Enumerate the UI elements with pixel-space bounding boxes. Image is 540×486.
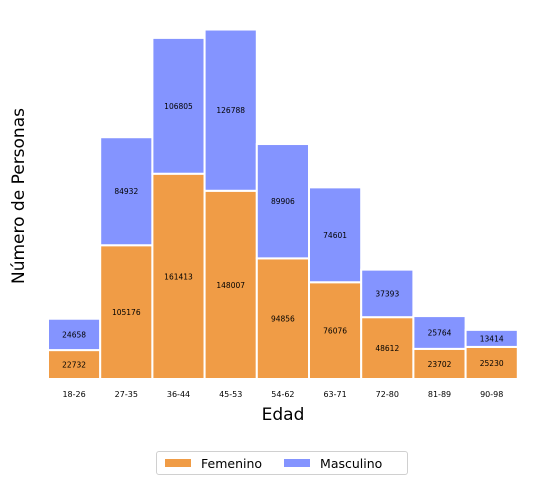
legend-label-femenino: Femenino	[201, 455, 263, 471]
bar-femenino-72-80	[360, 316, 415, 381]
bar-masculino-54-62	[255, 143, 310, 260]
data-label-masculino-45-53: 126788	[216, 106, 245, 115]
x-tick-label-36-44: 36-44	[167, 390, 190, 399]
bar-masculino-81-89	[412, 315, 467, 350]
bar-femenino-36-44	[151, 172, 206, 380]
bar-masculino-72-80	[360, 268, 415, 319]
bars-group: 22732 24658 105176 84932 161413 106805 148007 1…	[47, 28, 519, 381]
x-tick-label-54-62: 54-62	[271, 390, 294, 399]
legend: Femenino Masculino	[156, 451, 408, 475]
data-label-masculino-72-80: 37393	[375, 289, 399, 298]
legend-swatch-femenino	[165, 459, 191, 467]
legend-item-femenino: Femenino	[165, 456, 262, 471]
bar-masculino-18-26	[47, 317, 102, 352]
bar-femenino-18-26	[47, 349, 102, 380]
legend-item-masculino: Masculino	[284, 456, 382, 471]
data-label-masculino-81-89: 25764	[428, 328, 452, 337]
data-label-masculino-90-98: 13414	[480, 334, 504, 343]
data-label-femenino-63-71: 76076	[323, 327, 347, 336]
x-axis-label: Edad	[262, 405, 305, 425]
x-tick-label-72-80: 72-80	[376, 390, 399, 399]
data-label-femenino-72-80: 48612	[375, 344, 399, 353]
bar-masculino-45-53	[203, 28, 258, 192]
data-label-masculino-54-62: 89906	[271, 197, 295, 206]
data-label-femenino-81-89: 23702	[428, 360, 452, 369]
data-label-femenino-36-44: 161413	[164, 272, 193, 281]
data-label-masculino-27-35: 84932	[114, 187, 138, 196]
data-label-femenino-54-62: 94856	[271, 315, 295, 324]
bar-masculino-90-98	[464, 328, 519, 348]
legend-label-masculino: Masculino	[320, 455, 383, 471]
data-label-femenino-45-53: 148007	[216, 281, 245, 290]
bar-masculino-63-71	[308, 186, 363, 284]
data-label-femenino-18-26: 22732	[62, 361, 86, 370]
x-tick-label-63-71: 63-71	[323, 390, 346, 399]
legend-swatch-masculino	[284, 459, 311, 467]
x-tick-label-18-26: 18-26	[62, 390, 85, 399]
data-label-masculino-63-71: 74601	[323, 231, 347, 240]
data-label-masculino-36-44: 106805	[164, 102, 193, 111]
bar-femenino-45-53	[203, 189, 258, 380]
data-label-femenino-90-98: 25230	[480, 359, 504, 368]
bar-femenino-90-98	[464, 345, 519, 381]
x-tick-label-27-35: 27-35	[115, 390, 138, 399]
bar-masculino-36-44	[151, 36, 206, 175]
bar-femenino-54-62	[255, 257, 310, 381]
data-label-femenino-27-35: 105176	[112, 308, 141, 317]
x-tick-label-90-98: 90-98	[480, 390, 503, 399]
stacked-bar-chart: 22732 24658 105176 84932 161413 106805 148007 1…	[9, 28, 519, 425]
y-axis-label: Número de Personas	[9, 108, 29, 284]
x-tick-labels: 18-26 27-35 36-44 45-53 54-62 63-71 72-80 81-89…	[62, 390, 503, 399]
x-tick-label-81-89: 81-89	[428, 390, 451, 399]
data-label-masculino-18-26: 24658	[62, 330, 86, 339]
x-tick-label-45-53: 45-53	[219, 390, 242, 399]
